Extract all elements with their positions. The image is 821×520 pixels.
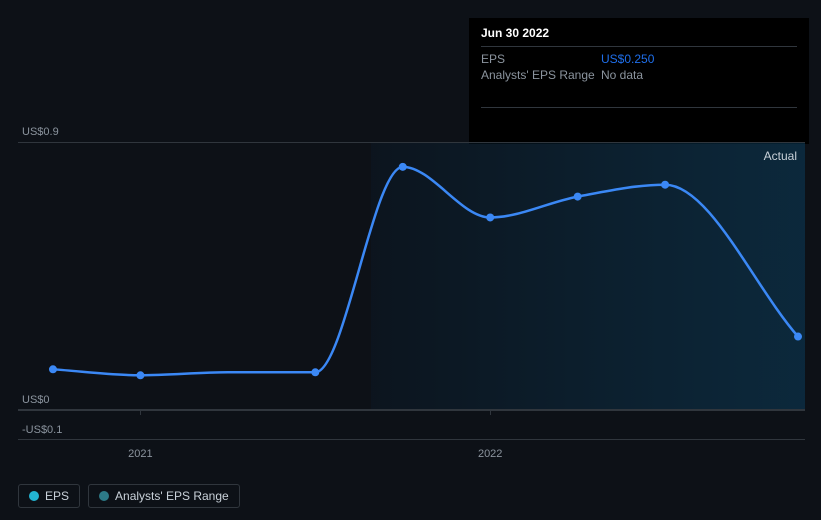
tooltip-row-range: Analysts' EPS Range No data xyxy=(481,67,797,83)
legend-item-range[interactable]: Analysts' EPS Range xyxy=(88,484,240,508)
legend-label-eps: EPS xyxy=(45,489,69,503)
legend-dot-eps xyxy=(29,491,39,501)
tooltip-divider xyxy=(481,46,797,47)
legend-label-range: Analysts' EPS Range xyxy=(115,489,229,503)
tooltip-range-value: No data xyxy=(601,68,643,82)
chart-legend: EPS Analysts' EPS Range xyxy=(18,484,240,508)
legend-item-eps[interactable]: EPS xyxy=(18,484,80,508)
tooltip-eps-value: US$0.250 xyxy=(601,52,654,66)
tooltip-bottom-divider xyxy=(481,107,797,108)
zero-band xyxy=(18,410,805,440)
x-axis-label: 2022 xyxy=(478,448,502,460)
tooltip-eps-label: EPS xyxy=(481,52,601,66)
legend-dot-range xyxy=(99,491,109,501)
tooltip-date: Jun 30 2022 xyxy=(481,26,797,44)
tooltip-range-label: Analysts' EPS Range xyxy=(481,68,601,82)
x-axis-label: 2021 xyxy=(128,448,152,460)
tooltip-row-eps: EPS US$0.250 xyxy=(481,51,797,67)
chart-tooltip: Jun 30 2022 EPS US$0.250 Analysts' EPS R… xyxy=(469,18,809,144)
chart-plot-area[interactable]: Actual xyxy=(18,142,805,410)
line-chart-svg xyxy=(18,143,805,411)
y-axis-label-top: US$0.9 xyxy=(22,126,59,138)
chart-container: Jun 30 2022 EPS US$0.250 Analysts' EPS R… xyxy=(0,0,821,520)
